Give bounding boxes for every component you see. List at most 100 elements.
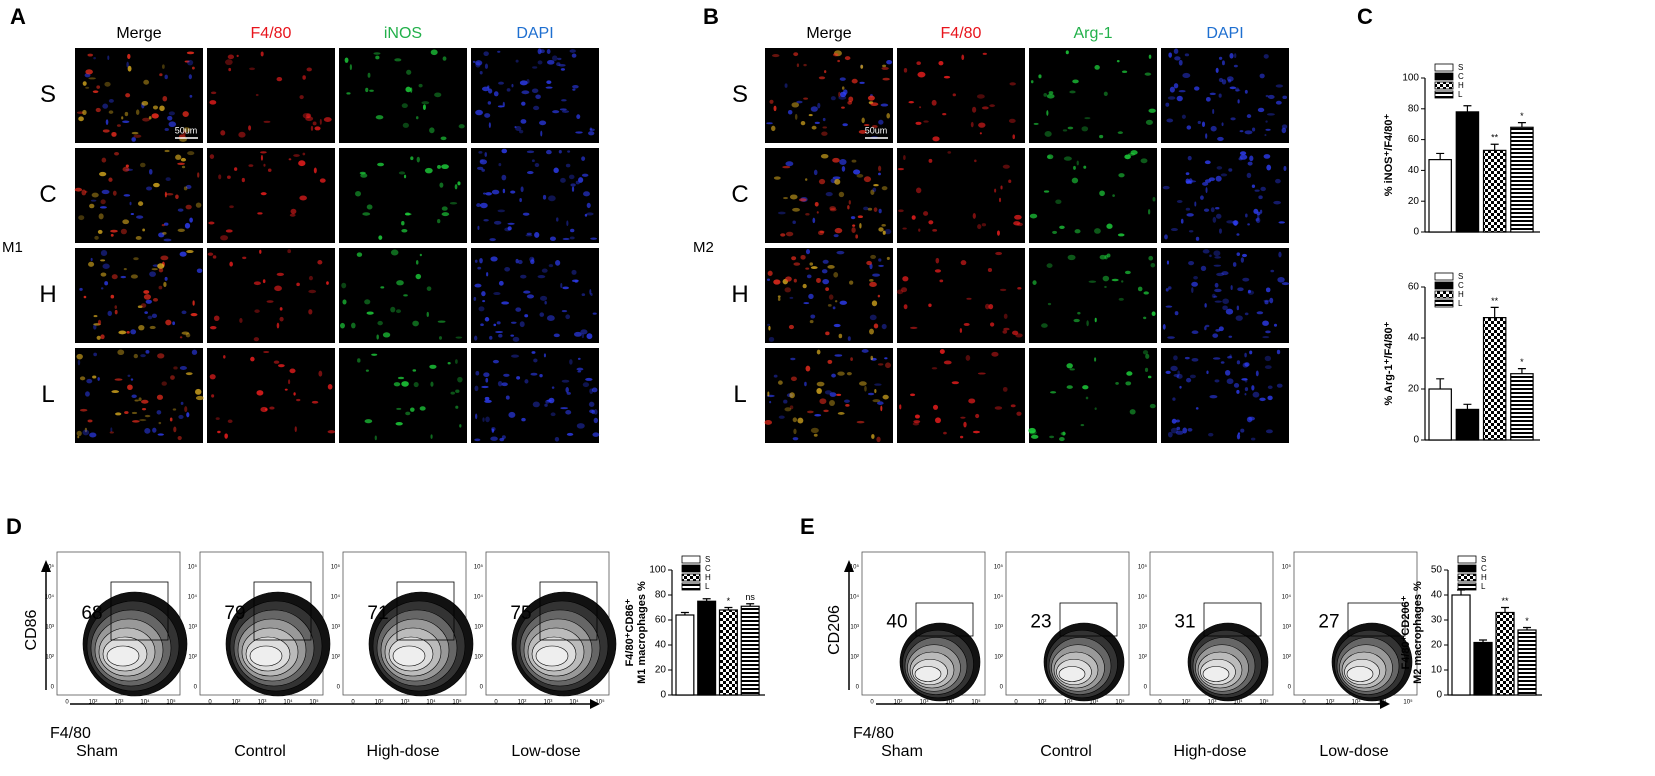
cell-signal [211,394,215,398]
cell-signal [107,55,110,61]
x-tick-label: 10² [518,700,527,706]
cell-signal [1194,201,1197,207]
cell-signal [85,86,90,89]
significance: * [727,596,731,606]
x-tick-label: 0 [494,700,498,706]
cell-signal [164,276,168,281]
cell-signal [789,392,795,399]
x-tick-label: 10⁴ [426,699,436,706]
cell-signal [560,68,566,71]
cell-signal [1047,302,1052,306]
cell-signal [1188,230,1194,233]
cell-signal [76,430,82,437]
cell-signal [1210,207,1215,213]
column-header: Arg-1 [1073,25,1112,42]
cell-signal [1249,350,1253,355]
cell-signal [943,75,951,79]
cell-signal [1127,152,1136,156]
cell-signal [182,127,191,133]
cell-signal [132,420,140,423]
cell-signal [1211,293,1216,299]
cell-signal [1273,200,1281,205]
cell-signal [401,103,408,109]
cell-signal [382,332,391,338]
cell-signal [531,351,536,354]
cell-signal [863,124,870,127]
cell-signal [839,158,847,165]
bar [1482,317,1507,441]
y-tick-label: 30 [1431,615,1443,626]
legend-swatch [1434,272,1454,281]
cell-signal [942,112,947,116]
cell-signal [209,100,217,105]
cell-signal [498,163,502,167]
cell-signal [1125,381,1132,386]
cell-signal [856,173,864,178]
cell-signal [966,297,972,300]
panel-label: C [1357,4,1373,29]
cell-signal [209,325,217,330]
y-axis-label: CD206 [826,605,843,655]
cell-signal [1265,128,1271,131]
cell-signal [877,363,884,366]
cell-signal [551,386,555,389]
cell-signal [1140,158,1148,164]
cell-signal [1150,262,1156,268]
cell-signal [1221,271,1229,276]
density-contour [392,645,426,667]
cell-signal [1209,92,1216,96]
cell-signal [526,150,535,154]
cell-signal [130,274,138,279]
cell-signal [87,419,93,423]
cell-signal [238,131,246,138]
cell-signal [130,212,135,215]
cell-signal [101,157,107,163]
cell-signal [805,365,811,372]
cell-signal [1165,102,1170,107]
density-contour [1202,666,1230,682]
cell-signal [1237,287,1244,292]
column-header: iNOS [384,25,422,42]
cell-signal [186,412,190,418]
micrograph [471,348,599,443]
column-header: DAPI [1206,25,1243,42]
cell-signal [97,377,100,381]
cell-signal [146,186,153,191]
cell-signal [288,158,292,161]
cell-signal [1029,430,1037,435]
y-axis-label: CD86 [23,609,40,650]
cell-signal [825,287,830,292]
cell-signal [1205,324,1210,328]
cell-signal [439,182,444,188]
cell-signal [878,258,882,262]
cell-signal [143,79,150,85]
cell-signal [972,430,981,434]
cell-signal [810,266,818,270]
cell-signal [857,215,863,219]
cell-signal [874,383,882,386]
cell-signal [917,71,926,78]
cell-signal [403,174,407,179]
cell-signal [808,293,814,299]
arrow-head [41,560,51,572]
cell-signal [84,427,88,433]
cell-signal [1187,427,1193,432]
significance: ** [1491,296,1499,306]
cell-signal [934,417,941,424]
density-contour [249,645,283,667]
cell-signal [1258,195,1263,200]
cell-signal [137,305,143,309]
x-tick-label: 10⁴ [945,699,955,706]
cell-signal [148,116,152,120]
cell-signal [863,176,872,183]
cell-signal [531,257,535,262]
micrograph [471,48,599,143]
cell-signal [1218,56,1223,60]
cell-signal [880,405,883,412]
y-tick-label: 0 [1436,690,1442,701]
cell-signal [872,399,881,403]
cell-signal [785,161,794,167]
micrograph [765,248,893,343]
micrograph [765,348,893,443]
cell-signal [790,357,796,361]
